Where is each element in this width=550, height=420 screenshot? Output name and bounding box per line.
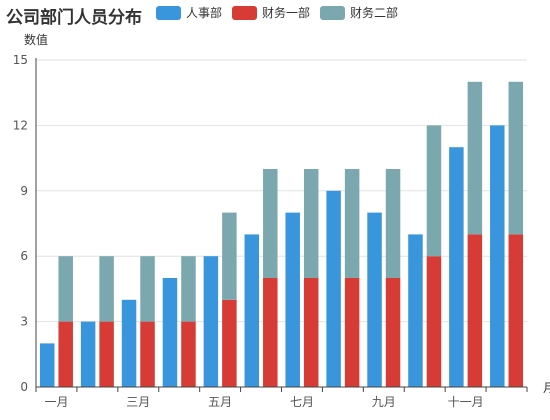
bar-caiwu-yibu-7	[303, 278, 319, 387]
bar-caiwu-erbu-8	[344, 169, 360, 278]
legend-label-renshibu: 人事部	[186, 6, 223, 20]
legend[interactable]: 人事部 财务一部 财务二部	[156, 4, 408, 21]
legend-item-renshibu[interactable]: 人事部	[156, 4, 222, 21]
bar-renshibu-1	[39, 343, 55, 387]
y-tick-label-6: 6	[20, 249, 28, 263]
y-tick-label-12: 12	[13, 118, 28, 132]
bar-caiwu-yibu-4	[181, 321, 196, 387]
bar-caiwu-erbu-12	[508, 81, 524, 235]
bar-caiwu-yibu-12	[508, 234, 524, 387]
bar-caiwu-erbu-4	[181, 256, 196, 322]
y-tick-label-9: 9	[20, 184, 28, 198]
x-axis-title: 月	[543, 381, 550, 395]
bar-renshibu-4	[162, 278, 178, 387]
bar-renshibu-12	[490, 125, 505, 388]
legend-swatch-caiwu-erbu	[320, 5, 346, 20]
y-axis-title: 数值	[24, 32, 48, 47]
x-tick-label-5: 五月	[208, 395, 232, 409]
x-tick-label-7: 七月	[290, 395, 314, 409]
legend-swatch-renshibu	[156, 5, 181, 20]
y-tick-label-0: 0	[20, 380, 28, 394]
legend-label-caiwu-yibu: 财务一部	[262, 6, 311, 20]
bar-caiwu-yibu-1	[58, 321, 73, 387]
bar-caiwu-yibu-3	[140, 321, 155, 387]
bar-caiwu-yibu-9	[385, 278, 401, 387]
bar-caiwu-erbu-10	[426, 125, 442, 257]
bar-renshibu-5	[203, 256, 219, 387]
bar-caiwu-yibu-5	[222, 299, 237, 387]
bar-renshibu-10	[408, 234, 423, 387]
bar-caiwu-erbu-6	[263, 169, 278, 278]
bar-renshibu-2	[80, 321, 96, 387]
bar-renshibu-6	[244, 234, 260, 387]
bar-caiwu-erbu-1	[58, 256, 73, 322]
bar-caiwu-yibu-10	[426, 256, 442, 387]
bar-renshibu-7	[285, 212, 300, 387]
y-tick-label-3: 3	[20, 315, 28, 329]
bar-caiwu-erbu-7	[303, 169, 319, 278]
bar-caiwu-yibu-6	[263, 278, 278, 387]
x-tick-label-11: 十一月	[448, 395, 484, 409]
x-tick-label-3: 三月	[126, 395, 150, 409]
x-tick-label-9: 九月	[372, 395, 396, 409]
y-tick-label-15: 15	[13, 53, 28, 67]
bar-caiwu-erbu-11	[467, 81, 483, 235]
bar-renshibu-9	[367, 212, 382, 387]
bar-caiwu-yibu-2	[99, 321, 114, 387]
bar-renshibu-8	[326, 190, 341, 387]
bar-caiwu-erbu-9	[385, 169, 401, 278]
bar-caiwu-erbu-3	[140, 256, 155, 322]
x-tick-label-1: 一月	[44, 395, 68, 409]
chart-title: 公司部门人员分布	[6, 8, 142, 28]
bar-caiwu-yibu-11	[467, 234, 483, 387]
legend-label-caiwu-erbu: 财务二部	[350, 6, 399, 20]
legend-item-caiwu-erbu[interactable]: 财务二部	[320, 4, 398, 21]
bar-caiwu-erbu-2	[99, 256, 114, 322]
bar-renshibu-3	[121, 299, 137, 387]
bar-caiwu-erbu-5	[222, 212, 237, 300]
legend-item-caiwu-yibu[interactable]: 财务一部	[232, 4, 310, 21]
legend-swatch-caiwu-yibu	[232, 5, 258, 20]
bar-renshibu-11	[449, 147, 464, 387]
bar-caiwu-yibu-8	[344, 278, 360, 387]
